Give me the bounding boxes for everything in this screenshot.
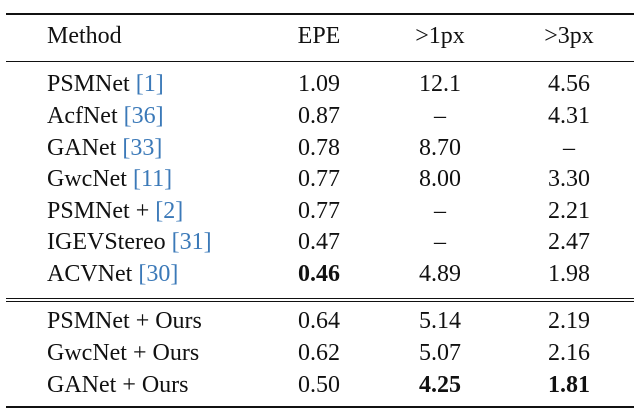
- method-name: ACVNet: [47, 261, 133, 287]
- px3-cell-best: 1.81: [548, 372, 590, 398]
- table-row: GANet [33] 0.78 8.70 –: [0, 133, 641, 163]
- px1-cell: 5.07: [419, 340, 461, 366]
- epe-cell-best: 0.46: [298, 261, 340, 287]
- citation-link[interactable]: 11: [140, 166, 165, 192]
- method-name: PSMNet + Ours: [47, 308, 202, 334]
- method-name: GwcNet + Ours: [47, 340, 200, 366]
- epe-cell: 0.62: [298, 340, 340, 366]
- method-name: PSMNet: [47, 71, 130, 97]
- citation-link[interactable]: 1: [143, 71, 156, 97]
- epe-cell: 0.50: [298, 372, 340, 398]
- header-method: Method: [47, 23, 122, 49]
- epe-cell: 0.77: [298, 166, 340, 192]
- px3-cell: 3.30: [548, 166, 590, 192]
- table-row: GwcNet [11] 0.77 8.00 3.30: [0, 164, 641, 194]
- px3-cell: 4.56: [548, 71, 590, 97]
- table-row: AcfNet [36] 0.87 – 4.31: [0, 101, 641, 131]
- epe-cell: 0.78: [298, 135, 340, 161]
- citation-link[interactable]: 30: [146, 261, 171, 287]
- epe-cell: 0.87: [298, 103, 340, 129]
- top-rule: [6, 13, 634, 15]
- method-name: AcfNet: [47, 103, 118, 129]
- header-rule: [6, 61, 634, 62]
- table-row: PSMNet + [2] 0.77 – 2.21: [0, 196, 641, 226]
- header-1px: >1px: [415, 23, 465, 49]
- epe-cell: 0.47: [298, 229, 340, 255]
- method-cell: GwcNet [11]: [47, 166, 173, 192]
- citation-link[interactable]: 36: [131, 103, 156, 129]
- px1-cell: 8.00: [419, 166, 461, 192]
- header-epe: EPE: [297, 23, 341, 49]
- method-cell: ACVNet [30]: [47, 261, 179, 287]
- px3-cell: 2.47: [548, 229, 590, 255]
- px3-cell: 2.19: [548, 308, 590, 334]
- px1-cell: 5.14: [419, 308, 461, 334]
- method-cell: IGEVStereo [31]: [47, 229, 212, 255]
- px3-cell: 4.31: [548, 103, 590, 129]
- method-cell: AcfNet [36]: [47, 103, 164, 129]
- method-cell: PSMNet [1]: [47, 71, 164, 97]
- px1-cell: –: [434, 103, 446, 129]
- table-row: GANet + Ours 0.50 4.25 1.81: [0, 370, 641, 400]
- table-row: ACVNet [30] 0.46 4.89 1.98: [0, 259, 641, 289]
- px3-cell: 1.98: [548, 261, 590, 287]
- px1-cell: –: [434, 198, 446, 224]
- method-name: IGEVStereo: [47, 229, 166, 255]
- method-name: GwcNet: [47, 166, 127, 192]
- citation-link[interactable]: 31: [179, 229, 204, 255]
- citation-link[interactable]: 2: [163, 198, 176, 224]
- method-cell: PSMNet + [2]: [47, 198, 184, 224]
- px1-cell-best: 4.25: [419, 372, 461, 398]
- px1-cell: 12.1: [419, 71, 461, 97]
- method-name: GANet + Ours: [47, 372, 189, 398]
- px3-cell: –: [563, 135, 575, 161]
- header-3px: >3px: [544, 23, 594, 49]
- px3-cell: 2.21: [548, 198, 590, 224]
- citation-link[interactable]: 33: [130, 135, 155, 161]
- table-row: IGEVStereo [31] 0.47 – 2.47: [0, 227, 641, 257]
- method-name: PSMNet +: [47, 198, 150, 224]
- px3-cell: 2.16: [548, 340, 590, 366]
- epe-cell: 1.09: [298, 71, 340, 97]
- method-name: GANet: [47, 135, 117, 161]
- table-row: GwcNet + Ours 0.62 5.07 2.16: [0, 338, 641, 368]
- group-divider-bottom: [6, 301, 634, 302]
- px1-cell: –: [434, 229, 446, 255]
- table-row: PSMNet + Ours 0.64 5.14 2.19: [0, 306, 641, 336]
- group-divider-top: [6, 298, 634, 299]
- px1-cell: 4.89: [419, 261, 461, 287]
- epe-cell: 0.77: [298, 198, 340, 224]
- method-cell: GANet [33]: [47, 135, 163, 161]
- px1-cell: 8.70: [419, 135, 461, 161]
- table-row: PSMNet [1] 1.09 12.1 4.56: [0, 69, 641, 99]
- bottom-rule: [6, 406, 634, 408]
- epe-cell: 0.64: [298, 308, 340, 334]
- header-row: Method EPE >1px >3px: [0, 21, 641, 51]
